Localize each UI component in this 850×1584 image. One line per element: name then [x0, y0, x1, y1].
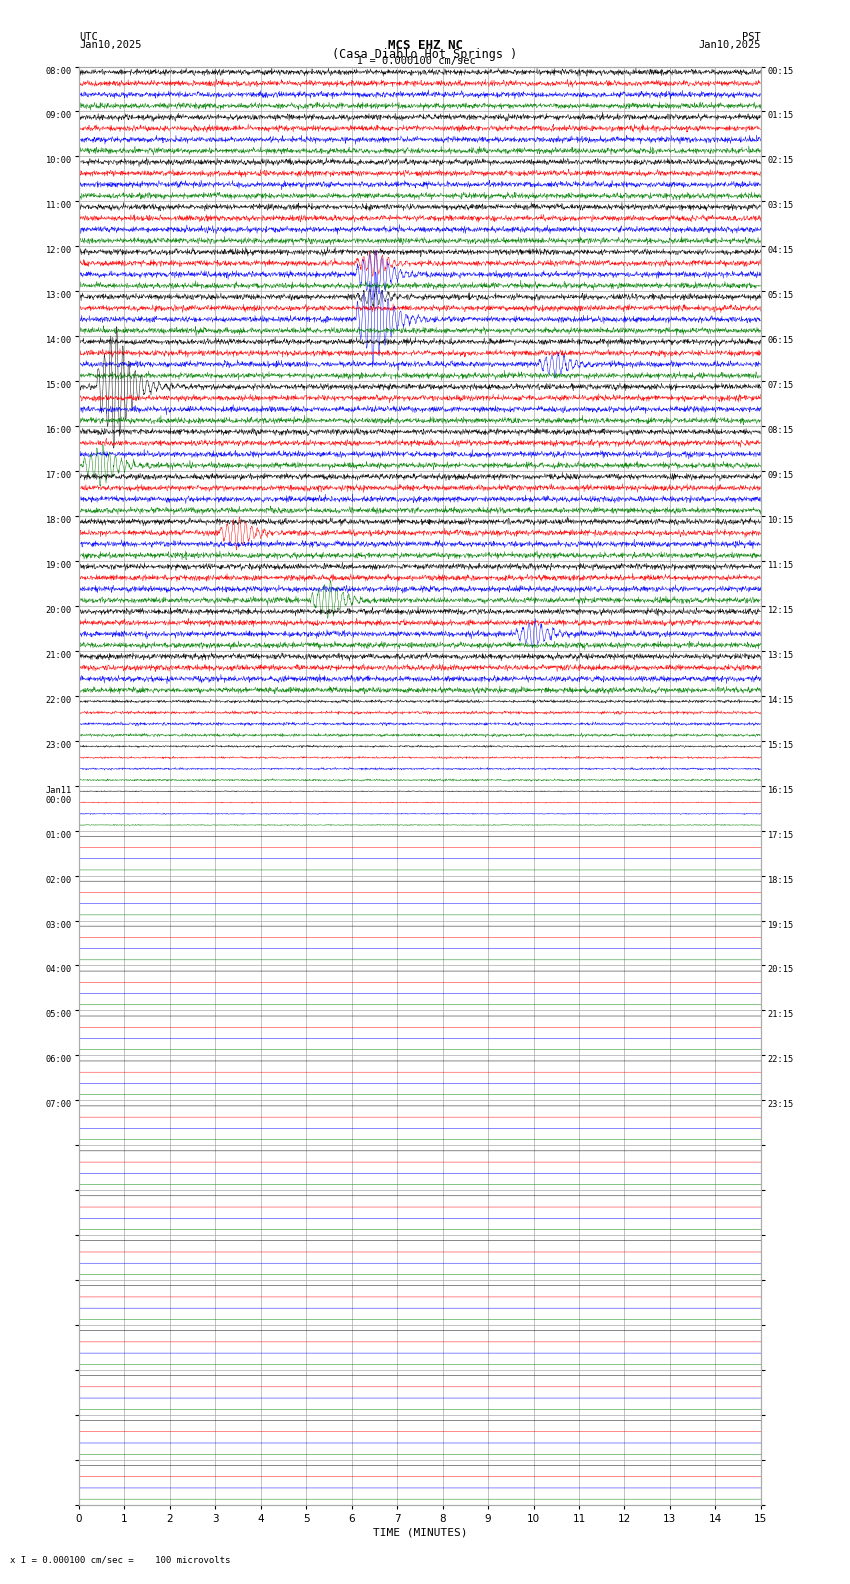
X-axis label: TIME (MINUTES): TIME (MINUTES)	[372, 1529, 468, 1538]
Text: MCS EHZ NC: MCS EHZ NC	[388, 38, 462, 52]
Text: Jan10,2025: Jan10,2025	[79, 40, 142, 51]
Text: Jan10,2025: Jan10,2025	[698, 40, 761, 51]
Text: UTC: UTC	[79, 32, 98, 41]
Text: I = 0.000100 cm/sec: I = 0.000100 cm/sec	[357, 55, 476, 67]
Text: (Casa Diablo Hot Springs ): (Casa Diablo Hot Springs )	[332, 48, 518, 60]
Text: PST: PST	[742, 32, 761, 41]
Text: x I = 0.000100 cm/sec =    100 microvolts: x I = 0.000100 cm/sec = 100 microvolts	[10, 1555, 230, 1565]
